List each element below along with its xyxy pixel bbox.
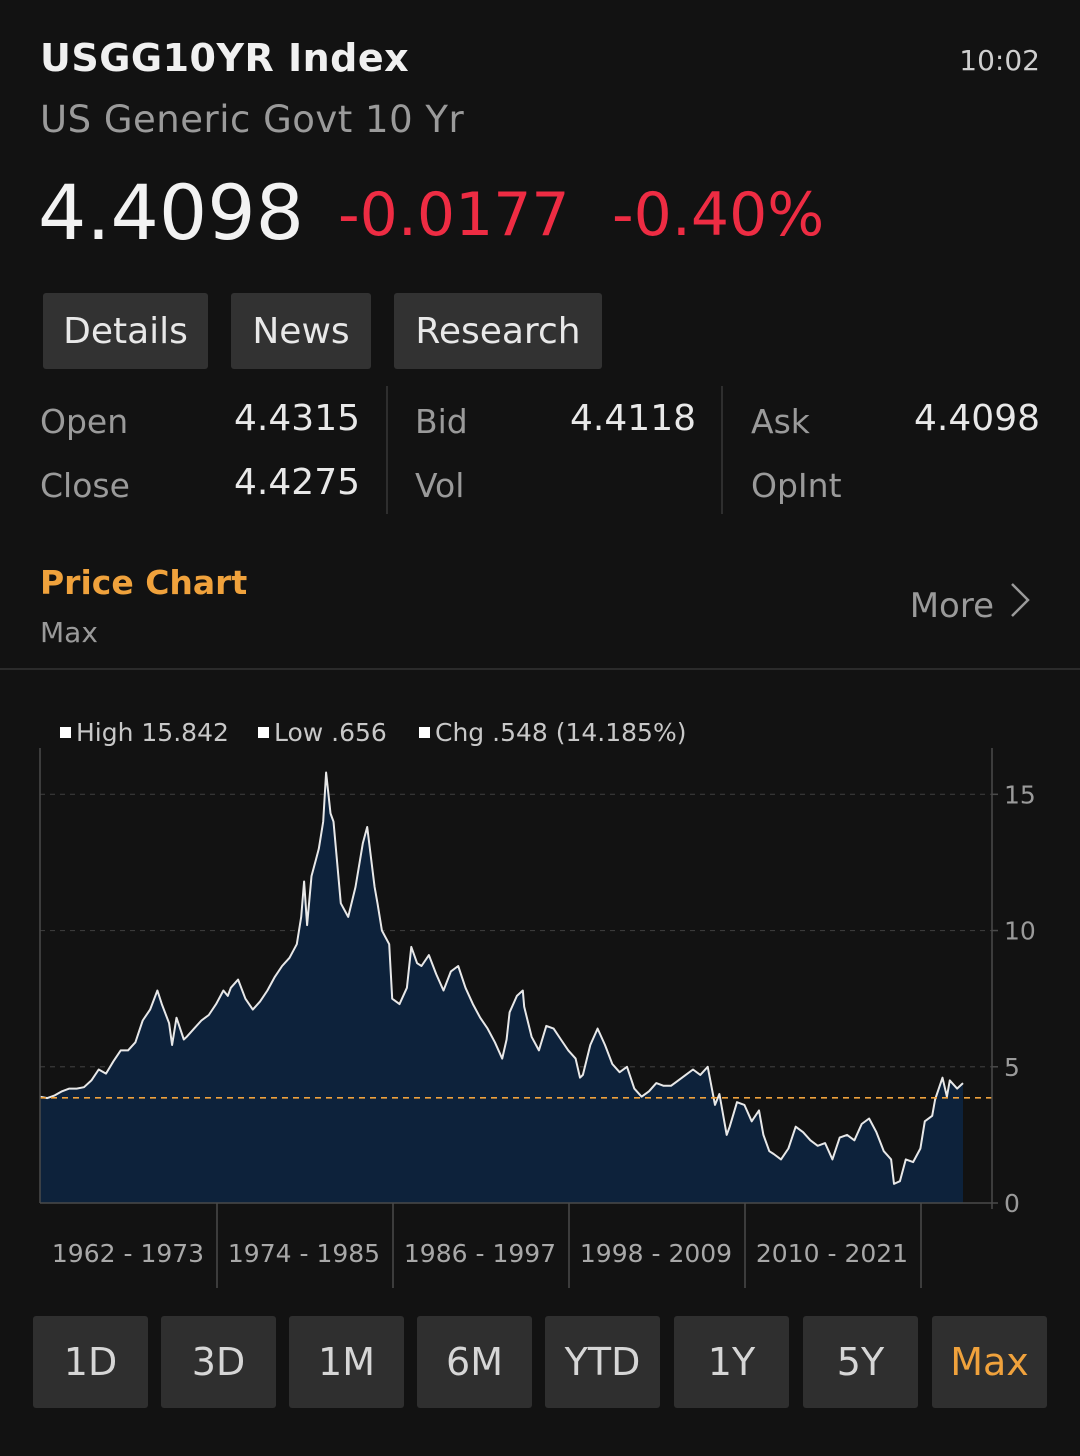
- status-time: 10:02: [959, 44, 1040, 77]
- percent-change: -0.40%: [612, 180, 825, 250]
- price-area: [40, 772, 963, 1203]
- legend-marker: [258, 727, 269, 738]
- close-value: 4.4275: [234, 462, 360, 503]
- period-button-3d[interactable]: 3D: [161, 1316, 276, 1408]
- legend-change-label: Chg .548 (14.185%): [435, 718, 687, 747]
- ask-value: 4.4098: [914, 398, 1040, 439]
- period-button-6m[interactable]: 6M: [417, 1316, 532, 1408]
- legend-low: Low .656: [258, 718, 387, 747]
- legend-change: Chg .548 (14.185%): [419, 718, 686, 747]
- legend-high: High 15.842: [60, 718, 229, 747]
- section-divider: [0, 668, 1080, 670]
- x-tick-label: 1962 - 1973: [52, 1239, 204, 1268]
- legend-marker: [60, 727, 71, 738]
- price-chart-title: Price Chart: [40, 563, 248, 602]
- y-tick-label: 15: [1004, 780, 1036, 809]
- tab-research[interactable]: Research: [394, 293, 602, 369]
- period-button-1d[interactable]: 1D: [33, 1316, 148, 1408]
- price-chart-range: Max: [40, 616, 98, 649]
- period-button-1m[interactable]: 1M: [289, 1316, 404, 1408]
- period-button-5y[interactable]: 5Y: [803, 1316, 918, 1408]
- more-link[interactable]: More: [909, 586, 994, 626]
- x-tick-label: 1974 - 1985: [228, 1239, 380, 1268]
- opint-label: OpInt: [751, 466, 842, 505]
- quote-separator: [386, 386, 388, 514]
- ticker-title: USGG10YR Index: [40, 36, 410, 80]
- legend-marker: [419, 727, 430, 738]
- price-series-line: [39, 771, 964, 1185]
- y-tick-label: 0: [1004, 1189, 1020, 1218]
- net-change: -0.0177: [338, 180, 570, 250]
- open-label: Open: [40, 402, 129, 441]
- price-chart[interactable]: 0 5 10 15 1962 - 1973 1974 - 1985 1986 - 1997 1…: [0, 740, 1080, 1300]
- period-button-ytd[interactable]: YTD: [545, 1316, 660, 1408]
- period-button-1y[interactable]: 1Y: [674, 1316, 789, 1408]
- bid-label: Bid: [415, 402, 468, 441]
- tab-news[interactable]: News: [231, 293, 371, 369]
- last-price: 4.4098: [38, 168, 304, 257]
- legend-low-label: Low .656: [274, 718, 387, 747]
- period-button-max[interactable]: Max: [932, 1316, 1047, 1408]
- close-label: Close: [40, 466, 130, 505]
- legend-high-label: High 15.842: [76, 718, 229, 747]
- y-tick-label: 5: [1004, 1053, 1020, 1082]
- chevron-right-icon[interactable]: [1006, 580, 1036, 620]
- y-tick-label: 10: [1004, 917, 1036, 946]
- ask-label: Ask: [751, 402, 810, 441]
- tab-details[interactable]: Details: [43, 293, 208, 369]
- open-value: 4.4315: [234, 398, 360, 439]
- vol-label: Vol: [415, 466, 465, 505]
- security-name: US Generic Govt 10 Yr: [40, 98, 465, 141]
- bid-value: 4.4118: [570, 398, 696, 439]
- x-tick-label: 1986 - 1997: [404, 1239, 556, 1268]
- x-tick-label: 2010 - 2021: [756, 1239, 908, 1268]
- quote-separator: [721, 386, 723, 514]
- x-tick-label: 1998 - 2009: [580, 1239, 732, 1268]
